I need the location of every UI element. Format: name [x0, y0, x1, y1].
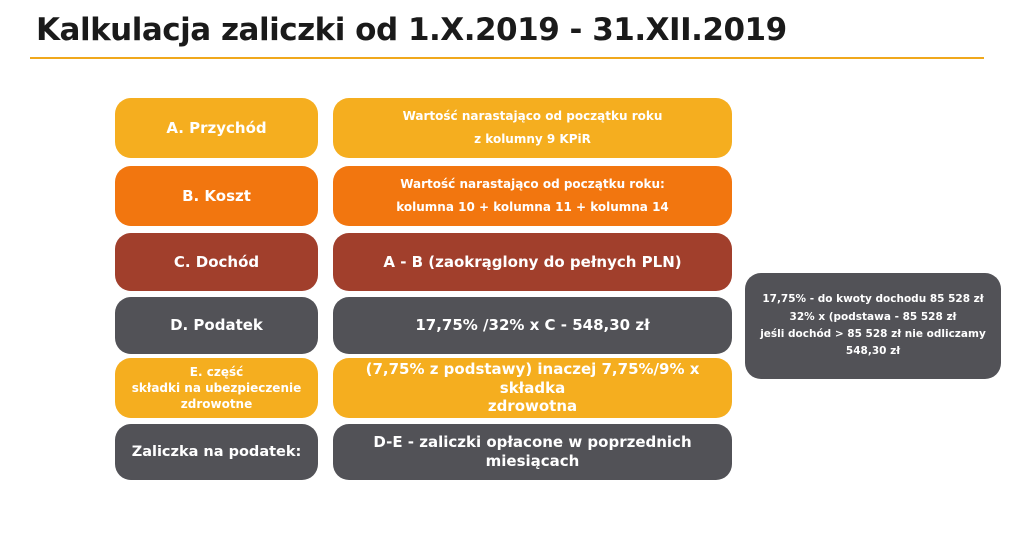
desc-line: miesiącach	[485, 452, 580, 470]
label-box-podatek: D. Podatek	[115, 297, 318, 354]
desc-line: zdrowotna	[487, 397, 578, 416]
label-text: C. Dochód	[173, 252, 260, 271]
tax-rate-note: 17,75% - do kwoty dochodu 85 528 zł 32% …	[745, 273, 1001, 379]
desc-box-zaliczka: D-E - zaliczki opłacone w poprzednich mi…	[333, 424, 732, 480]
label-text: Zaliczka na podatek:	[131, 443, 302, 460]
desc-line: 17,75% /32% x C - 548,30 zł	[415, 316, 650, 335]
label-line: zdrowotne	[180, 397, 253, 412]
note-line: jeśli dochód > 85 528 zł nie odliczamy 5…	[760, 328, 986, 358]
desc-line: Wartość narastająco od początku roku:	[400, 177, 665, 192]
label-text: B. Koszt	[182, 186, 251, 205]
label-box-skladka: E. część składki na ubezpieczenie zdrowo…	[115, 358, 318, 418]
label-box-dochod: C. Dochód	[115, 233, 318, 291]
label-box-przychod: A. Przychód	[115, 98, 318, 158]
label-line: E. część	[189, 364, 244, 379]
desc-line: (7,75% z podstawy) inaczej 7,75%/9% x sk…	[365, 359, 700, 397]
desc-box-skladka: (7,75% z podstawy) inaczej 7,75%/9% x sk…	[333, 358, 732, 418]
desc-box-koszt: Wartość narastająco od początku roku: ko…	[333, 166, 732, 226]
desc-line: D-E - zaliczki opłacone w poprzednich	[373, 433, 692, 452]
desc-box-przychod: Wartość narastająco od początku roku z k…	[333, 98, 732, 158]
desc-line: A - B (zaokrąglony do pełnych PLN)	[383, 252, 682, 271]
label-box-zaliczka: Zaliczka na podatek:	[115, 424, 318, 480]
desc-line: z kolumny 9 KPiR	[474, 132, 591, 146]
note-line: 32% x (podstawa - 85 528 zł	[789, 310, 957, 323]
desc-box-dochod: A - B (zaokrąglony do pełnych PLN)	[333, 233, 732, 291]
desc-line: kolumna 10 + kolumna 11 + kolumna 14	[396, 200, 669, 214]
desc-line: Wartość narastająco od początku roku	[402, 109, 663, 124]
desc-box-podatek: 17,75% /32% x C - 548,30 zł	[333, 297, 732, 354]
note-line: 17,75% - do kwoty dochodu 85 528 zł	[762, 293, 984, 306]
label-text: A. Przychód	[166, 118, 267, 137]
label-line: składki na ubezpieczenie	[131, 380, 302, 395]
page-title: Kalkulacja zaliczki od 1.X.2019 - 31.XII…	[36, 12, 787, 48]
label-box-koszt: B. Koszt	[115, 166, 318, 226]
title-underline	[30, 57, 984, 59]
label-text: D. Podatek	[170, 316, 263, 335]
